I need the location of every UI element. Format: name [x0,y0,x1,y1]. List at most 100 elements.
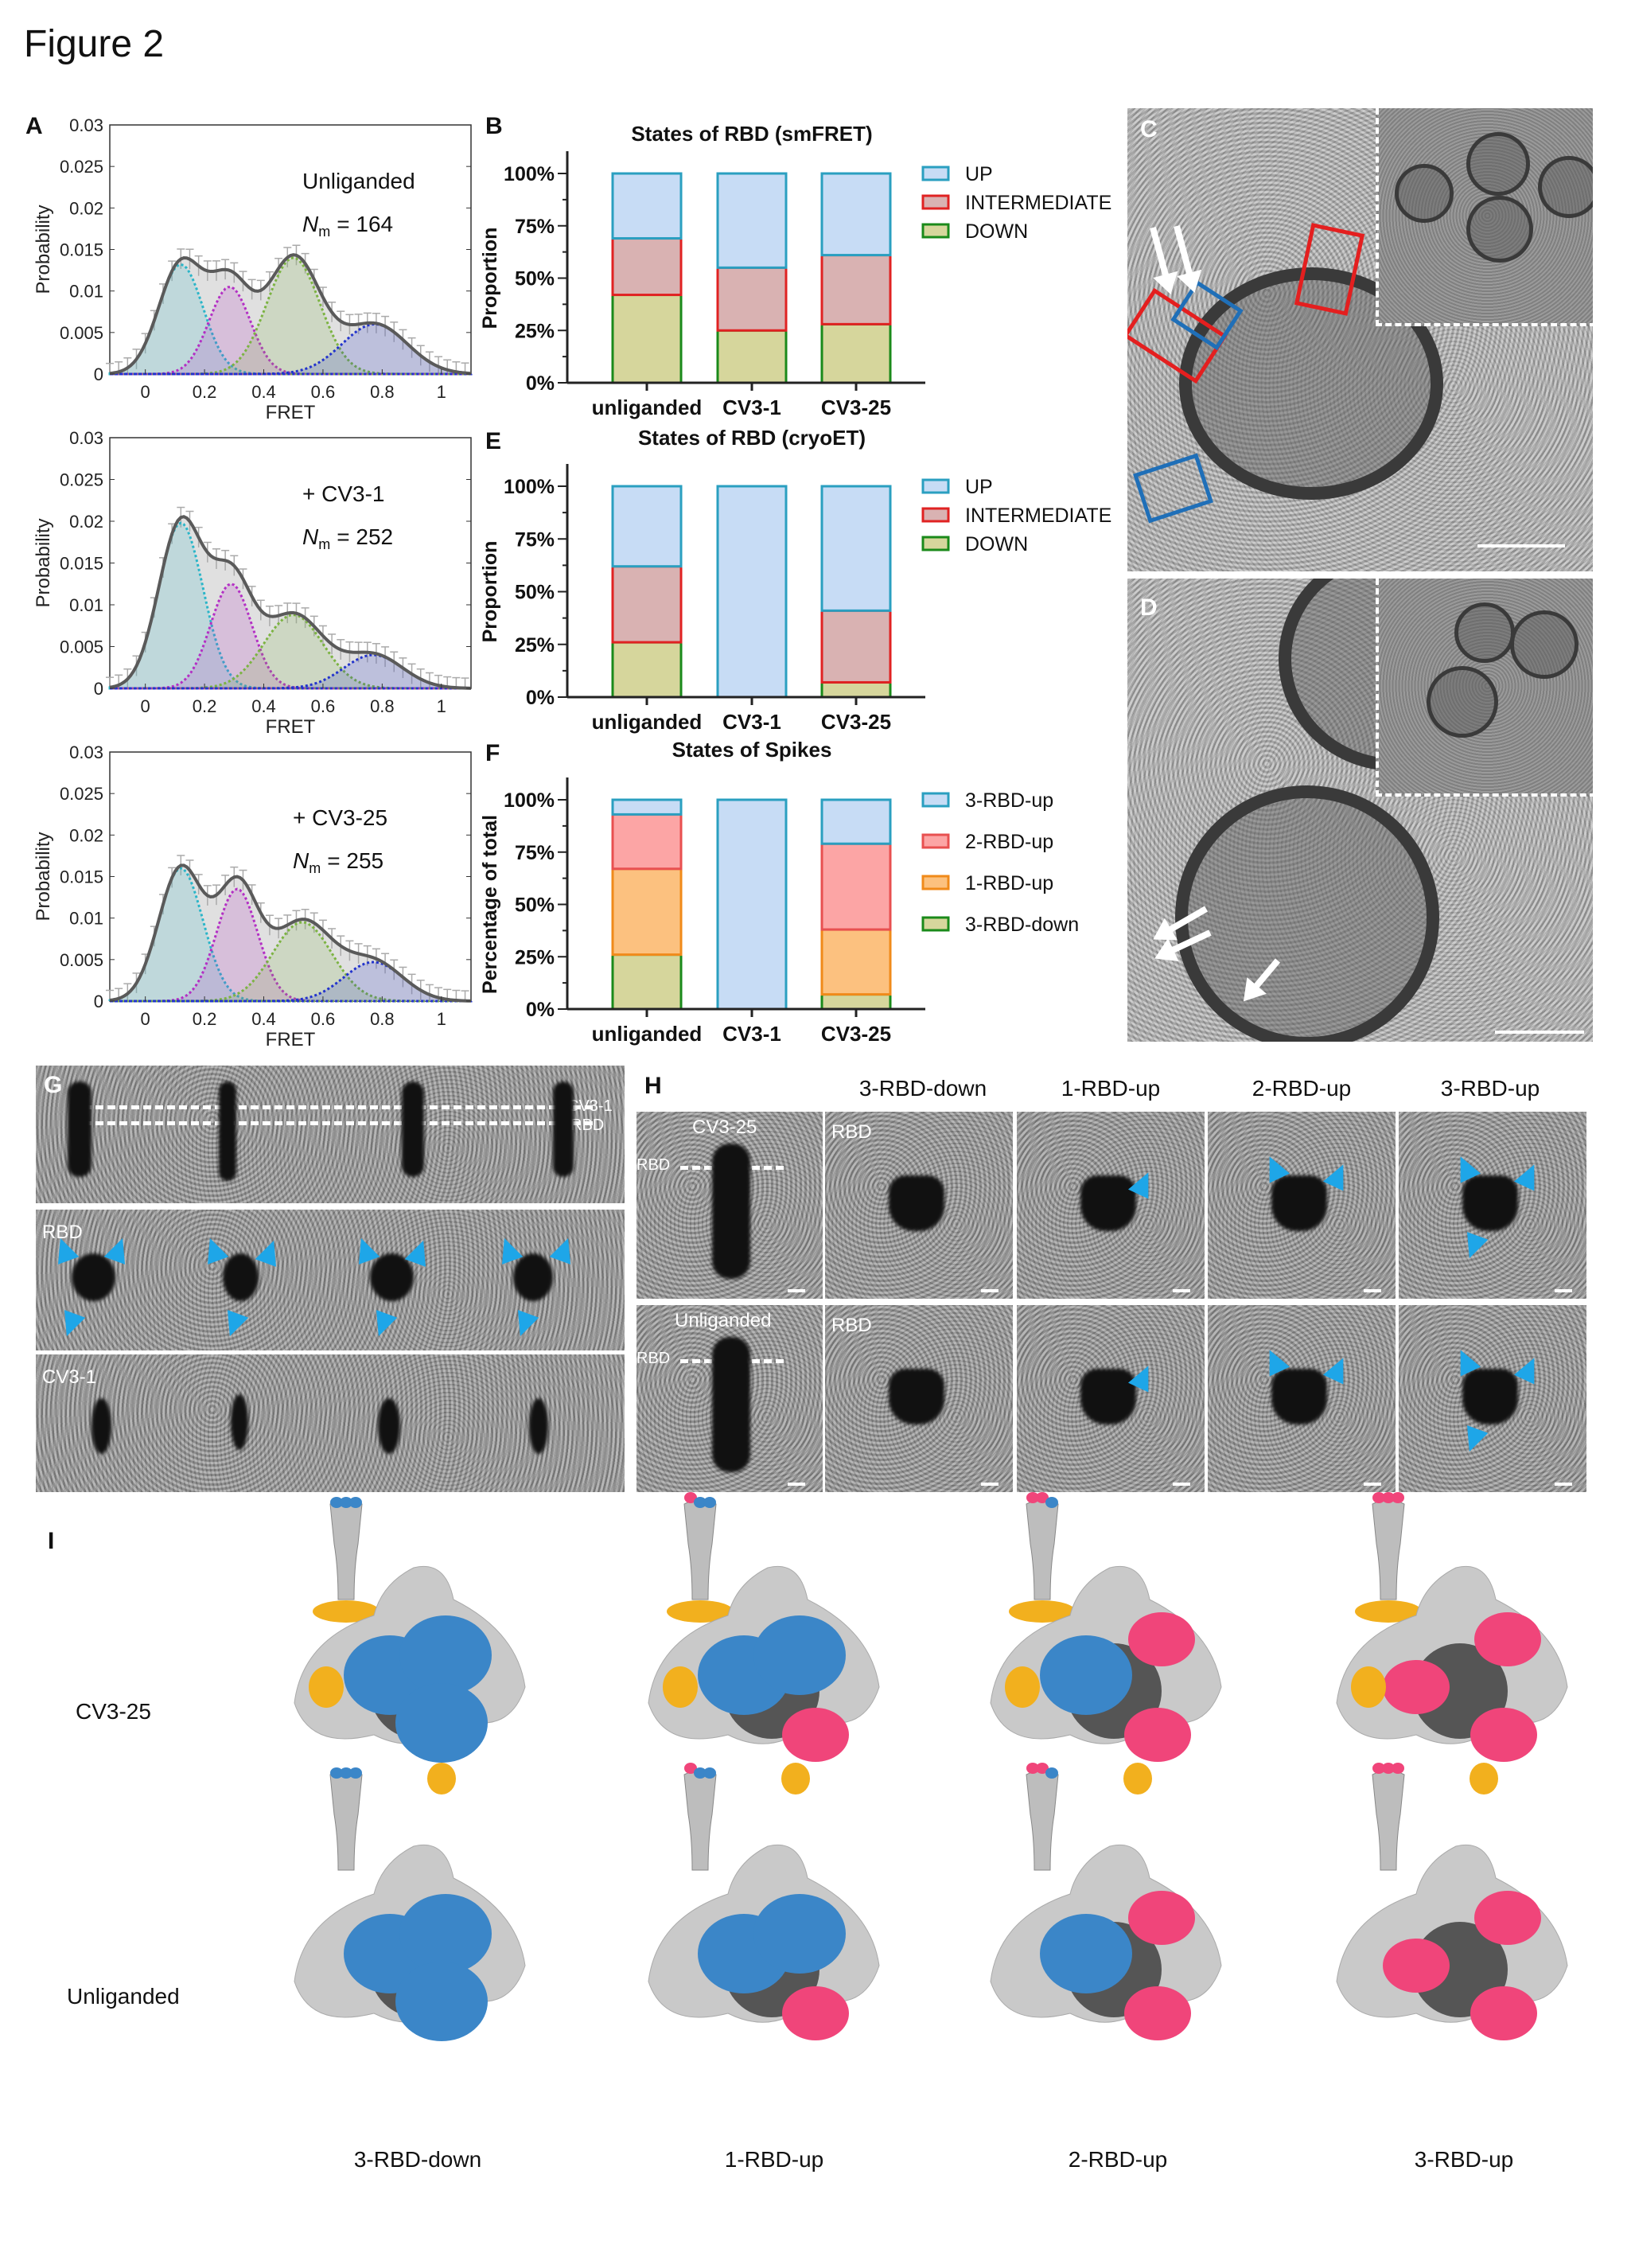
bar-segment-intermediate [611,565,683,644]
y-axis-label: Probability [33,832,54,921]
legend-swatch [921,507,950,523]
rbd-up [684,1763,697,1774]
y-tick-label: 0.015 [60,554,103,574]
fab-density [667,1600,734,1623]
x-tick-label: 1 [437,382,446,402]
rbd-up [1382,1763,1395,1774]
rbd-up [1474,1612,1541,1666]
nm-value: = 252 [337,524,393,549]
side-view: Unliganded RBD [636,1305,823,1492]
molecule-count: Nm = 164 [302,212,393,240]
density-map [648,1492,880,1795]
fret-histogram-1: 0 0.005 0.01 0.015 0.02 0.025 0.03 0 0.2 0.4 0.6 0.… [33,115,473,423]
x-tick-label: 0.8 [370,382,395,402]
rbd-up [1383,1660,1450,1714]
rbd-down [349,1497,362,1508]
gaussian-component-4 [110,653,473,690]
fab-density [1355,1600,1422,1623]
inset-d [1376,579,1593,797]
rbd-down [1040,1635,1132,1715]
bar-segment-2-rbd-up [611,813,683,871]
category-label: CV3-25 [821,710,891,734]
stacked-bar-chart-f: States of Spikes unliganded CV3-1 CV3-25 0% 2… [479,738,1079,1046]
rbd-down [694,1767,707,1779]
y-tick-label: 50% [515,582,555,604]
rbd-down [330,1767,343,1779]
rbd-down [1040,1914,1132,1993]
legend-label: INTERMEDIATE [965,505,1111,527]
bar-segment-up [611,485,683,568]
rbd-down [753,1615,846,1695]
rbd-level-line [84,1121,593,1125]
bar-segment-down [611,294,683,384]
rbd-up [1124,1708,1191,1762]
category-label: unliganded [592,1022,703,1046]
rbd-down [395,1962,488,2041]
rbd-up [782,1986,849,2040]
molecule-count: Nm = 252 [302,524,393,552]
rbd-up [1392,1763,1404,1774]
x-axis-label: FRET [266,1029,316,1050]
legend-swatch [921,875,950,890]
fab-density [313,1600,380,1623]
rbd-down [349,1767,362,1779]
x-tick-label: 1 [437,696,446,716]
column-header: 3-RBD-up [1440,1076,1540,1101]
y-tick-label: 0.005 [60,637,103,657]
bar-segment-1-rbd-up [611,867,683,957]
y-tick-label: 50% [515,268,555,290]
density-map [1336,1492,1568,1795]
total-area [110,255,471,374]
x-tick-label: 0.6 [311,382,336,402]
category-label: CV3-1 [722,710,781,734]
micrograph-d: D [1127,579,1593,1042]
nm-symbol: N [293,848,309,873]
top-view-slice [1017,1112,1205,1299]
category-label: unliganded [592,396,703,419]
y-tick-label: 75% [515,528,555,551]
rbd-down [399,1615,492,1695]
y-tick-label: 0.03 [69,428,103,448]
y-tick-label: 0.025 [60,784,103,804]
panel-letter-i: I [48,1528,55,1554]
y-tick-label: 0.025 [60,470,103,490]
density-map [294,1497,526,1795]
x-tick-label: 0.2 [193,696,217,716]
y-tick-label: 100% [504,476,555,498]
condition-label: + CV3-1 [302,481,385,506]
rbd-row-label: RBD [42,1222,83,1243]
x-tick-label: 0.4 [251,696,276,716]
top-view-slice [1017,1305,1205,1492]
side-view-map [1372,1499,1405,1600]
x-tick-label: 0 [141,382,150,402]
rbd-up [1372,1492,1385,1503]
top-view-slice [1208,1112,1396,1299]
x-tick-label: 0 [141,696,150,716]
scale-bar [1173,1289,1190,1292]
y-tick-label: 0.005 [60,323,103,343]
y-axis-label: Proportion [479,228,501,329]
bar-segment-2-rbd-up [820,842,892,931]
y-tick-label: 0.02 [69,512,103,532]
legend-swatch [921,223,950,239]
rbd-up [1036,1763,1049,1774]
y-tick-label: 0.01 [69,282,103,302]
bar-segment-3-rbd-down [611,953,683,1011]
legend-label: INTERMEDIATE [965,192,1111,214]
legend-label: DOWN [965,533,1028,555]
y-tick-label: 0.005 [60,950,103,970]
scale-bar [981,1289,999,1292]
x-tick-label: 1 [437,1009,446,1029]
y-tick-label: 0.02 [69,825,103,845]
panel-letter-a: A [25,113,43,139]
y-tick-label: 0 [94,992,103,1011]
rbd-down [399,1894,492,1974]
rbd-line-label: RBD [570,1116,605,1134]
rbd-label: RBD [831,1121,872,1143]
micrograph-c: C [1127,108,1593,571]
x-tick-label: 0.4 [251,1009,276,1029]
column-header: 2-RBD-up [1252,1076,1352,1101]
y-tick-label: 0 [94,679,103,699]
legend-label: DOWN [965,220,1028,243]
legend-swatch [921,536,950,551]
